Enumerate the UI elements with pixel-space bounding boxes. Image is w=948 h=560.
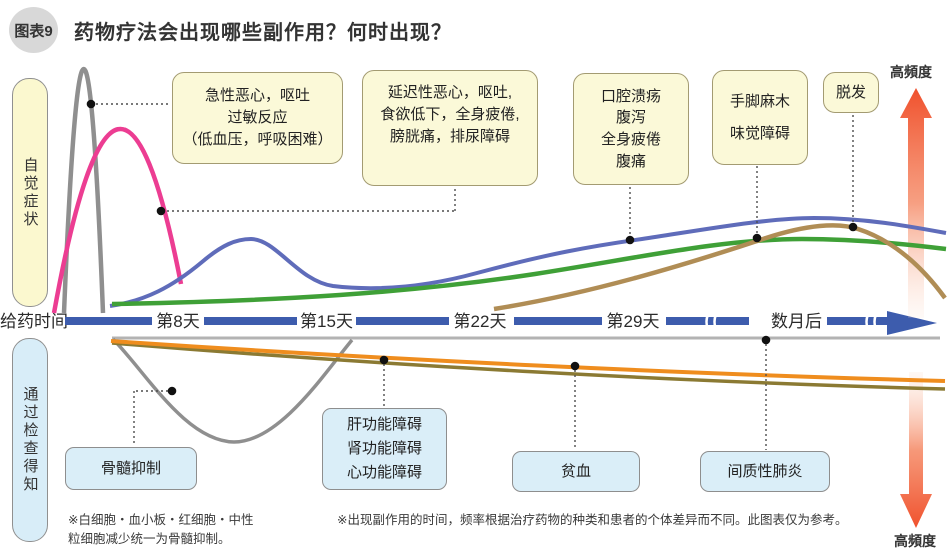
symptom-line: 手脚麻木	[729, 93, 790, 110]
exam-box-organ-dysfunction: 肝功能障碍 肾功能障碍 心功能障碍	[322, 408, 447, 490]
curve-olive-decline	[111, 341, 946, 391]
footnote-right: ※出现副作用的时间，频率根据治疗药物的种类和患者的个体差异而不同。此图表仅为参考…	[337, 513, 848, 527]
timeline-bar-segment	[356, 317, 449, 325]
symptom-box-acute-nausea: 急性恶心，呕吐 过敏反应 （低血压，呼吸困难）	[172, 72, 343, 164]
symptom-box-hair-loss: 脱发	[823, 72, 879, 113]
exam-line: 骨髓抑制	[100, 459, 161, 477]
timeline-tick-day29: 第29天	[606, 312, 660, 331]
dot-acute	[86, 99, 96, 109]
section-label-found-by-tests: 通过检查得知	[12, 338, 48, 542]
curve-mucosal-symptoms	[111, 236, 947, 307]
timeline-tick-day22: 第22天	[453, 312, 507, 331]
timeline-tick-day8: 第8天	[156, 312, 200, 331]
symptom-line: 过敏反应	[227, 109, 288, 127]
curve-late-symptoms	[493, 223, 947, 312]
frequency-label-bottom: 高頻度	[894, 533, 936, 549]
curve-delayed-nausea	[109, 215, 947, 308]
exam-line: 间质性肺炎	[727, 462, 803, 480]
footnote-left: ※白细胞・血小板・红细胞・中性 粒细胞减少统一为骨髓抑制。	[68, 511, 253, 550]
symptom-line: （低血压，呼吸困难）	[182, 130, 333, 148]
section-label-subjective-symptoms: 自觉症状	[12, 78, 48, 307]
symptom-line: 腹痛	[615, 152, 646, 170]
frequency-up-arrow	[900, 88, 932, 318]
symptom-box-delayed-nausea: 延迟性恶心，呕吐, 食欲低下，全身疲倦, 膀胱痛，排尿障碍	[362, 70, 538, 186]
timeline-bar-segment	[204, 317, 297, 325]
exam-line: 贫血	[560, 462, 591, 480]
symptom-line: 味觉障碍	[729, 124, 790, 142]
exam-line: 肾功能障碍	[346, 440, 422, 457]
symptom-box-oral-ulcer: 口腔溃疡 腹泻 全身疲倦 腹痛	[573, 73, 689, 185]
dot-myelo	[167, 386, 177, 396]
exam-line: 心功能障碍	[346, 464, 422, 481]
timeline-bar-segment	[666, 317, 749, 325]
curve-myelosuppression-dip	[111, 337, 354, 444]
figure-number-label: 图表9	[14, 22, 53, 40]
exam-box-myelosuppression: 骨髓抑制	[65, 447, 197, 490]
exam-line: 肝功能障碍	[346, 416, 422, 433]
timeline-origin-label: 给药时间	[0, 312, 68, 331]
timeline-arrowhead	[887, 311, 937, 335]
symptom-line: 延迟性恶心，呕吐,	[387, 84, 513, 101]
exam-box-anemia: 贫血	[512, 451, 640, 492]
symptom-line: 口腔溃疡	[600, 87, 661, 105]
dot-mucosal	[625, 235, 635, 245]
dot-pneumonia	[761, 335, 771, 345]
footnote-left-line2: 粒细胞减少统一为骨髓抑制。	[68, 532, 231, 547]
curve-acute-allergy-spike	[61, 66, 106, 314]
dot-numbness	[752, 233, 762, 243]
exam-box-interstitial-pneumonia: 间质性肺炎	[700, 451, 830, 492]
dot-hair-loss	[848, 222, 858, 232]
frequency-down-arrow	[900, 372, 932, 528]
timeline-bar-segment	[65, 317, 152, 325]
timeline-bar-segment	[514, 317, 602, 325]
timeline-tick-months-later: 数月后	[771, 312, 822, 331]
footnote-left-line1: ※白细胞・血小板・红细胞・中性	[68, 513, 254, 527]
symptom-line: 腹泻	[615, 109, 646, 127]
symptom-line: 急性恶心，呕吐	[204, 87, 310, 105]
dot-organ	[379, 355, 389, 365]
dot-delayed	[156, 206, 166, 216]
dot-anemia	[570, 361, 580, 371]
symptom-line: 全身疲倦	[600, 131, 661, 148]
symptom-line: 食欲低下，全身疲倦,	[380, 105, 520, 123]
symptom-line: 脱发	[835, 83, 866, 101]
timeline-tick-day15: 第15天	[300, 312, 353, 331]
symptom-line: 膀胱痛，排尿障碍	[389, 127, 510, 145]
figure-number-badge: 图表9	[9, 7, 58, 53]
symptom-box-numbness: 手脚麻木 味觉障碍	[712, 70, 808, 165]
curve-acute-nausea	[51, 126, 184, 314]
curve-orange-decline	[110, 339, 946, 383]
frequency-label-top: 高頻度	[890, 64, 932, 80]
page-title: 药物疗法会出现哪些副作用？何时出现？	[74, 22, 452, 44]
timeline-bar-segment	[827, 317, 887, 325]
